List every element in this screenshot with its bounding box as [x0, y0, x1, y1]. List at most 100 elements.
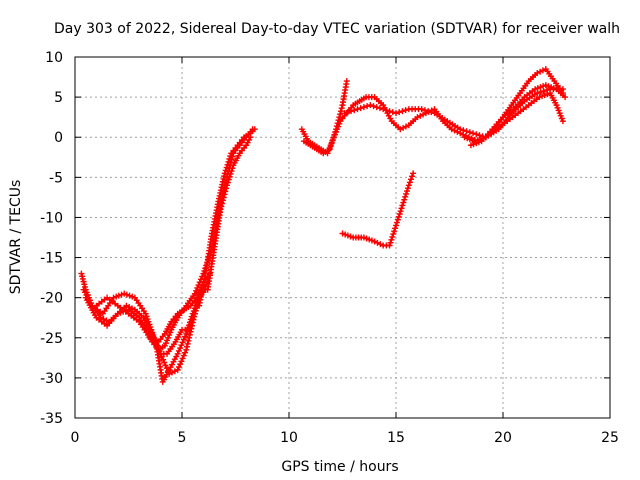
data-point [223, 185, 230, 192]
data-point [562, 94, 569, 101]
data-point [406, 179, 413, 186]
data-point [389, 109, 396, 116]
data-point [218, 203, 225, 210]
data-point [395, 213, 402, 220]
data-point [364, 103, 371, 110]
data-point [373, 104, 380, 111]
series-track-13 [339, 170, 417, 249]
data-point [402, 107, 409, 114]
data-point [328, 140, 335, 147]
data-point [184, 327, 191, 334]
data-point [221, 170, 228, 177]
data-point [393, 219, 400, 226]
data-point [392, 225, 399, 232]
data-point [177, 361, 184, 368]
data-point [162, 362, 169, 369]
y-tick-label: -25 [40, 331, 63, 347]
data-point [466, 129, 473, 136]
data-point [161, 359, 168, 366]
data-point [219, 200, 226, 207]
data-point [225, 158, 232, 165]
tick-labels: 0 5 10 15 20 25 -35 -30 -25 -20 -15 -10 -5 0 5 10 [40, 50, 619, 446]
data-point [227, 170, 234, 177]
data-point [354, 106, 361, 113]
data-point [404, 185, 411, 192]
y-tick-label: -20 [40, 291, 63, 307]
y-tick-label: 0 [54, 130, 63, 146]
data-point [409, 173, 416, 180]
data-point [331, 131, 338, 138]
data-point [399, 202, 406, 209]
data-point [391, 228, 398, 235]
y-tick-label: -15 [40, 251, 63, 267]
data-point [228, 168, 235, 175]
data-point [397, 208, 404, 215]
data-point [463, 128, 470, 135]
data-point [191, 290, 198, 297]
data-point [223, 164, 230, 171]
data-point [410, 170, 417, 177]
data-point [193, 287, 200, 294]
data-point [394, 216, 401, 223]
y-axis-label: SDTVAR / TECUs [8, 180, 24, 295]
data-point [370, 103, 377, 110]
data-point [185, 325, 192, 332]
data-point [396, 109, 403, 116]
data-point [393, 222, 399, 229]
data-point [393, 110, 399, 117]
y-tick-label: -10 [40, 210, 63, 226]
data-point [338, 105, 345, 112]
chart-title: Day 303 of 2022, Sidereal Day-to-day VTE… [54, 21, 620, 37]
data-point [160, 356, 167, 363]
data-point [425, 108, 432, 115]
y-tick-label: -35 [40, 411, 63, 427]
data-point [537, 89, 544, 96]
data-point [222, 188, 229, 195]
data-point [194, 284, 201, 291]
data-point [428, 109, 435, 116]
data-point [251, 126, 258, 133]
data-point [386, 108, 393, 115]
data-point [399, 108, 406, 115]
data-point [333, 126, 340, 133]
data-point [336, 114, 343, 121]
data-point [329, 137, 336, 144]
data-point [534, 90, 541, 97]
data-point [182, 333, 189, 340]
data-point [226, 155, 233, 162]
data-point [178, 358, 185, 365]
data-point [174, 366, 181, 373]
data-point [186, 331, 193, 338]
data-point [343, 78, 350, 85]
data-point [470, 130, 477, 137]
data-point [341, 110, 348, 117]
data-point [186, 322, 193, 329]
data-point [184, 340, 191, 347]
data-point [224, 179, 231, 186]
data-point [225, 176, 232, 183]
data-point [390, 231, 397, 238]
data-point [229, 165, 236, 172]
data-point [220, 194, 227, 201]
x-tick-label: 15 [387, 430, 405, 446]
data-point [182, 349, 189, 356]
data-point [473, 131, 480, 138]
data-point [186, 334, 193, 341]
data-point [330, 134, 337, 141]
y-tick-label: -30 [40, 371, 63, 387]
data-point [217, 206, 224, 213]
data-point [224, 161, 231, 168]
data-point [344, 109, 351, 116]
data-point [337, 108, 344, 115]
data-point [219, 197, 226, 204]
data-point [223, 182, 230, 189]
data-point [400, 199, 407, 206]
x-axis-label: GPS time / hours [281, 459, 398, 475]
data-point [337, 111, 344, 118]
x-tick-label: 5 [178, 430, 187, 446]
data-point [175, 347, 182, 354]
data-point [357, 105, 364, 112]
data-point [183, 330, 190, 337]
data-point [401, 196, 408, 203]
data-point [180, 352, 187, 359]
